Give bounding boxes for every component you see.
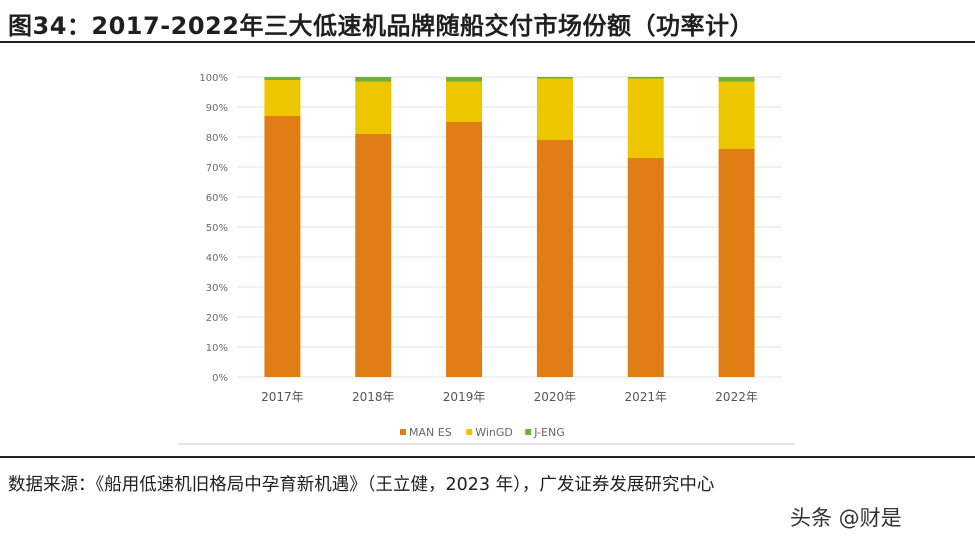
bar-segment-man-es xyxy=(536,140,573,377)
bar-segment-j-eng xyxy=(627,77,664,79)
bar-segment-wingd xyxy=(264,80,301,116)
y-tick-label: 60% xyxy=(206,193,228,204)
y-tick-label: 10% xyxy=(206,343,228,354)
bar-segment-man-es xyxy=(355,134,392,377)
x-category-label: 2022年 xyxy=(715,390,758,404)
bar-segment-j-eng xyxy=(355,77,392,82)
bar-segment-wingd xyxy=(446,81,483,122)
x-category-label: 2020年 xyxy=(534,390,577,404)
figure-title: 图34：2017-2022年三大低速机品牌随船交付市场份额（功率计） xyxy=(8,12,754,40)
y-tick-label: 90% xyxy=(206,103,228,114)
stacked-bar-chart: 0% 10% 20% 30% 40% 50% 60% 70% 80% 90% 100% 2017年 2… xyxy=(178,73,795,445)
bar-segment-man-es xyxy=(446,122,483,377)
bar-segment-wingd xyxy=(536,78,573,140)
bar-segment-man-es xyxy=(264,116,301,377)
y-tick-label: 100% xyxy=(199,73,228,84)
y-tick-label: 40% xyxy=(206,253,228,264)
legend-swatch xyxy=(525,429,532,435)
x-category-label: 2019年 xyxy=(443,390,486,404)
y-tick-label: 70% xyxy=(206,163,228,174)
bar-segment-j-eng xyxy=(536,77,573,79)
bar-segment-man-es xyxy=(627,158,664,377)
x-category-label: 2018年 xyxy=(352,390,395,404)
bottom-rule xyxy=(0,456,975,458)
y-tick-label: 20% xyxy=(206,313,228,324)
legend-label: MAN ES xyxy=(409,426,452,439)
bar-segment-man-es xyxy=(718,149,755,377)
legend-label: WinGD xyxy=(475,426,513,439)
legend-swatch xyxy=(400,429,406,435)
top-rule xyxy=(0,41,975,43)
x-category-label: 2017年 xyxy=(261,390,304,404)
x-category-label: 2021年 xyxy=(624,390,667,404)
legend-label: J-ENG xyxy=(533,426,565,439)
bar-segment-j-eng xyxy=(264,77,301,80)
bar-segment-wingd xyxy=(355,81,392,134)
y-tick-label: 50% xyxy=(206,223,228,234)
source-note: 数据来源：《船用低速机旧格局中孕育新机遇》（王立健，2023 年），广发证券发展… xyxy=(8,475,715,495)
bar-segment-wingd xyxy=(627,78,664,158)
watermark: 头条 @财是 xyxy=(790,506,902,530)
y-tick-label: 30% xyxy=(206,283,228,294)
y-tick-label: 80% xyxy=(206,133,228,144)
bar-segment-wingd xyxy=(718,81,755,149)
y-tick-label: 0% xyxy=(212,373,228,384)
bar-segment-j-eng xyxy=(718,77,755,82)
legend-swatch xyxy=(466,429,473,435)
bar-segment-j-eng xyxy=(446,77,483,82)
